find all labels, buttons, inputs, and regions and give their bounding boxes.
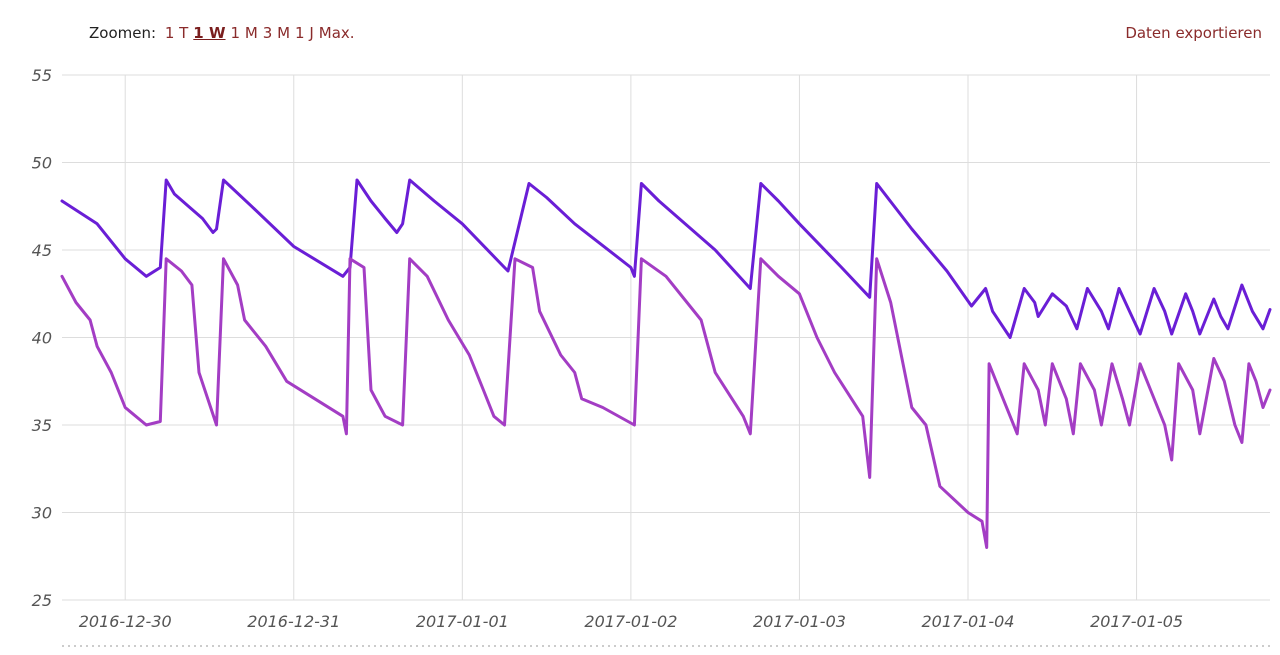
x-tick-label: 2017-01-03 <box>753 612 846 631</box>
x-tick-label: 2017-01-02 <box>584 612 677 631</box>
series-lines <box>60 178 1272 549</box>
y-tick-label: 40 <box>32 329 52 348</box>
export-data-link[interactable]: Daten exportieren <box>1125 24 1262 42</box>
x-tick-label: 2017-01-05 <box>1090 612 1183 631</box>
x-tick-label: 2017-01-04 <box>922 612 1015 631</box>
zoom-option-0[interactable]: 1 T <box>164 24 189 42</box>
x-tick-label: 2016-12-30 <box>79 612 172 631</box>
zoom-option-3[interactable]: 3 M <box>262 24 291 42</box>
zoom-option-2[interactable]: 1 M <box>230 24 258 42</box>
y-tick-label: 50 <box>32 154 52 173</box>
y-tick-label: 25 <box>32 591 52 610</box>
zoom-option-1[interactable]: 1 W <box>193 24 226 42</box>
x-tick-label: 2016-12-31 <box>247 612 340 631</box>
axis-labels: 25 30 35 40 45 50 55 2016-12-30 2016-12-31 2017-0… <box>32 66 1183 631</box>
x-tick-label: 2017-01-01 <box>416 612 509 631</box>
y-tick-label: 30 <box>32 504 52 523</box>
series-line-1 <box>60 257 1272 549</box>
zoom-label: Zoomen: <box>89 24 157 42</box>
grid-lines <box>62 74 1270 601</box>
y-tick-label: 45 <box>32 241 52 260</box>
zoom-option-5[interactable]: Max. <box>318 24 355 42</box>
y-tick-label: 55 <box>32 66 52 85</box>
series-line-0 <box>60 178 1272 339</box>
zoom-option-4[interactable]: 1 J <box>295 24 314 42</box>
y-tick-label: 35 <box>32 416 52 435</box>
